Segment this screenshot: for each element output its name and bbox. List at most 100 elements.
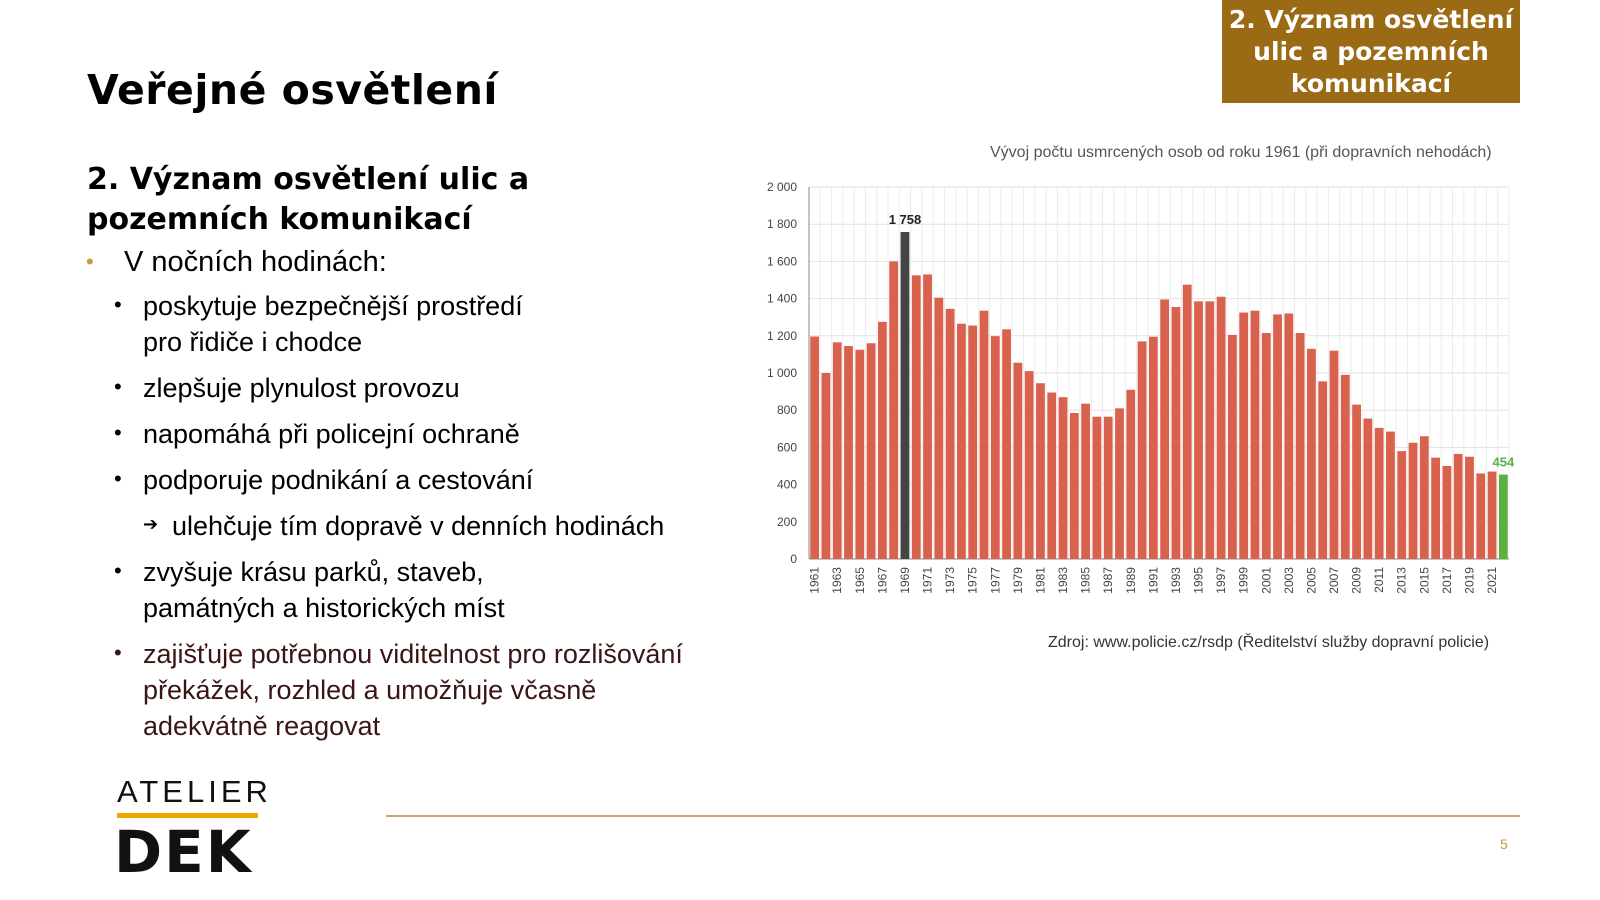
- sub-list-item: ➔ ulehčuje tím dopravě v denních hodinác…: [86, 508, 766, 544]
- sub-list-item-text: ulehčuje tím dopravě v denních hodinách: [172, 511, 665, 541]
- bar: [957, 323, 966, 559]
- bar: [855, 349, 865, 559]
- list-item-text: památných a historických míst: [143, 593, 505, 623]
- logo-wordmark-top: ATELIER: [117, 774, 272, 809]
- bar: [1148, 336, 1158, 559]
- x-tick-label: 2019: [1462, 567, 1476, 594]
- bar: [1058, 397, 1068, 559]
- bar: [968, 325, 978, 559]
- bar: [900, 232, 910, 559]
- chart-source: Zdroj: www.policie.cz/rsdp (Ředitelství …: [1048, 634, 1490, 651]
- list-item: • poskytuje bezpečnější prostředí pro ři…: [86, 288, 766, 360]
- bar: [1374, 427, 1384, 559]
- x-tick-label: 2009: [1350, 567, 1364, 594]
- x-tick-label: 2003: [1282, 567, 1296, 594]
- list-item-text: zajišťuje potřebnou viditelnost pro rozl…: [143, 639, 683, 669]
- bar: [1250, 310, 1260, 559]
- x-tick-label: 2013: [1395, 567, 1409, 594]
- x-tick-label: 1961: [808, 567, 822, 594]
- list-item: • zvyšuje krásu parků, staveb, památných…: [86, 554, 766, 626]
- bullet-dot-icon: •: [114, 374, 122, 399]
- x-tick-label: 1971: [921, 567, 935, 594]
- x-tick-label: 1965: [853, 567, 867, 594]
- bar: [1137, 341, 1147, 559]
- arrow-right-icon: ➔: [143, 514, 159, 534]
- bar: [1352, 404, 1361, 559]
- bullet-dot-icon: •: [86, 249, 94, 274]
- bar: [1284, 313, 1294, 559]
- bar: [844, 346, 853, 559]
- list-item-text: pro řidiče i chodce: [143, 327, 363, 357]
- list-item-text: podporuje podnikání a cestování: [143, 465, 534, 495]
- bar: [1318, 381, 1328, 559]
- x-tick-label: 1985: [1079, 567, 1093, 594]
- x-tick-label: 2011: [1372, 567, 1386, 593]
- bar: [1239, 312, 1249, 559]
- bar: [1261, 333, 1271, 559]
- bar: [1092, 416, 1102, 559]
- fatalities-bar-chart: 0 200 400 600 800 1 000 1 200 1 400 1 600 1 800 2 …: [767, 180, 1515, 594]
- bar: [1081, 403, 1091, 559]
- y-tick-label: 0: [790, 552, 797, 566]
- bullet-dot-icon: •: [114, 640, 122, 665]
- bar: [979, 310, 989, 559]
- section-badge: 2. Význam osvětlení ulic a pozemních kom…: [1222, 0, 1520, 103]
- bar: [1453, 453, 1463, 559]
- bar: [945, 308, 955, 559]
- x-tick-label: 1993: [1169, 567, 1183, 594]
- y-tick-label: 1 000: [767, 366, 797, 380]
- list-item-text: překážek, rozhled a umožňuje včasně: [143, 675, 597, 705]
- bar: [1103, 416, 1113, 559]
- bullet-dot-icon: •: [114, 558, 122, 583]
- bar: [1329, 350, 1339, 559]
- x-tick-label: 1979: [1011, 567, 1025, 594]
- y-tick-label: 1 800: [767, 217, 797, 231]
- bar: [1069, 412, 1079, 559]
- main-bullet: • V nočních hodinách:: [86, 244, 766, 280]
- bar: [1487, 471, 1497, 559]
- bar: [1442, 466, 1452, 559]
- y-tick-label: 2 000: [767, 180, 797, 194]
- logo-wordmark-main: DEK: [114, 818, 253, 886]
- list-item: • zlepšuje plynulost provozu: [86, 370, 766, 406]
- section-badge-line: komunikací: [1290, 68, 1452, 98]
- list-item-text: zvyšuje krásu parků, staveb,: [143, 557, 484, 587]
- bar: [1419, 436, 1429, 559]
- bar: [1227, 334, 1237, 559]
- bar: [1340, 374, 1350, 559]
- list-item: • napomáhá při policejní ochraně: [86, 416, 766, 452]
- bar: [934, 297, 944, 559]
- section-badge-line: ulic a pozemních: [1253, 36, 1489, 66]
- subtitle-line: 2. Význam osvětlení ulic a: [87, 162, 530, 197]
- subtitle-line: pozemních komunikací: [87, 202, 472, 237]
- x-tick-label: 1967: [875, 567, 889, 594]
- x-tick-label: 2005: [1304, 567, 1318, 594]
- bar: [877, 321, 887, 559]
- y-tick-label: 1 600: [767, 254, 797, 268]
- bullet-dot-icon: •: [114, 292, 122, 317]
- x-tick-label: 1973: [943, 567, 957, 594]
- bar: [1160, 299, 1170, 559]
- x-tick-label: 2015: [1417, 567, 1431, 594]
- x-tick-label: 1989: [1124, 567, 1138, 594]
- x-tick-label: 2007: [1327, 567, 1341, 594]
- bullet-dot-icon: •: [114, 420, 122, 445]
- bar: [990, 336, 1000, 559]
- bar: [832, 342, 842, 559]
- bar: [1002, 329, 1011, 559]
- x-tick-label: 2017: [1440, 567, 1454, 594]
- x-tick-label: 1977: [988, 567, 1002, 594]
- bar: [1307, 348, 1316, 559]
- x-tick-label: 1963: [830, 567, 844, 594]
- bar: [1295, 333, 1305, 559]
- x-tick-label: 2021: [1485, 567, 1499, 594]
- bar: [1036, 383, 1045, 559]
- x-tick-label: 2001: [1259, 567, 1273, 594]
- x-tick-label: 1981: [1033, 567, 1047, 594]
- page-number: 5: [1500, 836, 1508, 852]
- bar: [1431, 457, 1441, 559]
- list-item-text: adekvátně reagovat: [143, 711, 381, 741]
- y-tick-label: 1 200: [767, 329, 797, 343]
- bar: [1386, 431, 1395, 559]
- bar: [810, 336, 820, 559]
